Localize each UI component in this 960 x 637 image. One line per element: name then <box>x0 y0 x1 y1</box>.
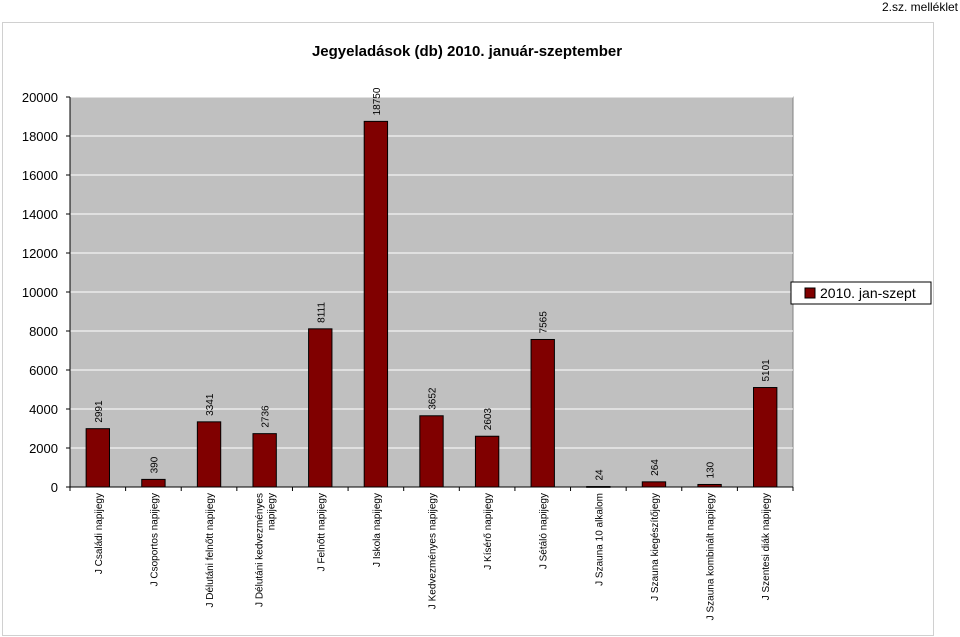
x-category-label-line: J Szauna 10 alkalom <box>594 493 605 586</box>
x-category-label-line: J Szauna kombinált napijegy <box>706 493 717 620</box>
x-category-label-line: J Kísérő napijegy <box>483 493 494 570</box>
bar <box>586 486 611 488</box>
x-category-label-line: J Délutáni kedvezményes <box>255 493 266 607</box>
bar <box>697 483 722 488</box>
x-category-label-line: J Délutáni felnőtt napijegy <box>205 493 216 608</box>
x-category-label: J Családi napijegy <box>94 493 105 574</box>
bar <box>196 421 222 488</box>
data-label: 18750 <box>372 87 383 115</box>
x-category-label-line: J Csoportos napijegy <box>149 493 160 586</box>
x-category-label: J Kedvezményes napijegy <box>428 493 439 609</box>
y-tick-label: 2000 <box>29 441 58 456</box>
y-tick-label: 18000 <box>22 129 58 144</box>
x-category-label: J Felnőtt napijegy <box>316 493 327 571</box>
legend-swatch <box>804 287 816 299</box>
data-label: 3341 <box>205 393 216 416</box>
legend: 2010. jan-szept <box>790 281 932 305</box>
y-tick-label: 4000 <box>29 402 58 417</box>
x-category-label-line: napijegy <box>267 493 278 530</box>
x-category-label-line: J Szauna kiegészítőjegy <box>650 493 661 601</box>
bar <box>641 481 667 488</box>
x-category-label: J Szauna kombinált napijegy <box>706 493 717 620</box>
gridlines <box>70 96 793 449</box>
bar <box>308 328 333 488</box>
data-label: 264 <box>650 459 661 476</box>
y-tick-label: 20000 <box>22 90 58 105</box>
x-category-label-line: J Sétáló napijegy <box>539 493 550 569</box>
x-category-label-line: J Szentesi diák napijegy <box>761 493 772 600</box>
data-label: 5101 <box>761 359 772 382</box>
legend-box <box>790 281 932 305</box>
x-axis: J Családi napijegy J Csoportos napijegy J … <box>69 487 794 620</box>
bar <box>252 433 277 488</box>
chart-title: Jegyeladások (db) 2010. január-szeptembe… <box>312 43 622 60</box>
y-tick-label: 8000 <box>29 324 58 339</box>
y-tick-label: 10000 <box>22 285 58 300</box>
x-category-label-line: J Iskola napijegy <box>372 493 383 567</box>
x-category-label-line: J Kedvezményes napijegy <box>428 493 439 609</box>
bar <box>753 387 778 488</box>
bar <box>474 435 500 488</box>
bars <box>85 120 778 488</box>
y-tick-label: 16000 <box>22 168 58 183</box>
y-tick-label: 0 <box>51 480 58 495</box>
bar <box>141 478 166 488</box>
bar <box>419 415 444 488</box>
data-label: 3652 <box>428 387 439 410</box>
legend-label: 2010. jan-szept <box>820 285 916 301</box>
bar <box>530 338 555 488</box>
attachment-note: 2.sz. melléklet <box>881 0 958 14</box>
bar <box>363 120 389 488</box>
x-category-label: J Szentesi diák napijegy <box>761 493 772 600</box>
x-category-label: J Szauna kiegészítőjegy <box>650 493 661 601</box>
y-tick-label: 6000 <box>29 363 58 378</box>
x-category-label: J Szauna 10 alkalom <box>594 493 605 586</box>
x-category-label: J Sétáló napijegy <box>539 493 550 569</box>
data-label: 8111 <box>316 302 327 323</box>
y-tick-label: 12000 <box>22 246 58 261</box>
x-category-label-line: J Felnőtt napijegy <box>316 493 327 571</box>
x-category-label-line: J Családi napijegy <box>94 493 105 574</box>
data-label: 2736 <box>261 405 272 428</box>
data-label: 130 <box>706 461 717 478</box>
x-category-label: J Délutáni felnőtt napijegy <box>205 493 216 608</box>
x-category-label: J Kísérő napijegy <box>483 493 494 570</box>
data-label: 24 <box>594 469 605 481</box>
data-label: 2603 <box>483 408 494 431</box>
data-label: 7565 <box>539 311 550 334</box>
x-category-label: J Iskola napijegy <box>372 493 383 567</box>
data-label: 2991 <box>94 400 105 423</box>
x-category-label: J Délutáni kedvezményesnapijegy <box>255 493 278 607</box>
x-category-label: J Csoportos napijegy <box>149 493 160 586</box>
y-tick-label: 14000 <box>22 207 58 222</box>
y-axis: 0 2000 4000 6000 8000 10000 12000 14000 16000 180… <box>22 90 793 495</box>
bar <box>85 428 110 488</box>
data-label: 390 <box>149 456 160 473</box>
data-labels: 2991 390 3341 2736 8111 18750 3652 2603 7565 24 26… <box>94 87 772 480</box>
